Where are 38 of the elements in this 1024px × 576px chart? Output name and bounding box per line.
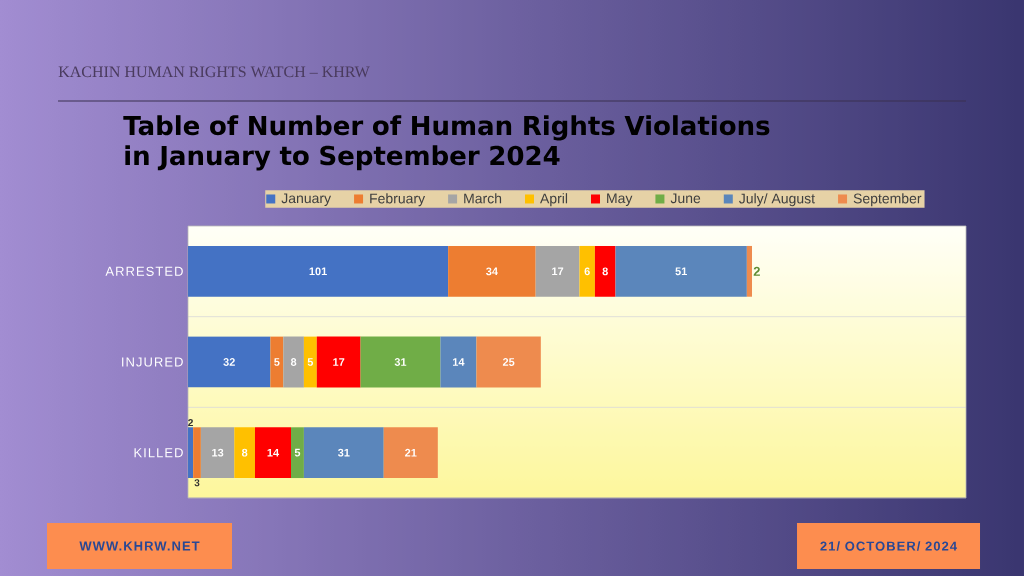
data-label: 51 (675, 267, 687, 276)
data-label: 31 (394, 358, 407, 366)
legend-label: April (540, 193, 568, 207)
legend-label: March (464, 193, 502, 204)
legend-label: July/ August (739, 193, 815, 207)
y-tick-label: KILLED (134, 448, 183, 458)
chart-title: Table of Number of Human Rights Violations in January to September 2024 (123, 115, 770, 171)
data-label: 3 (194, 479, 200, 487)
text: 21/ OCTOBER/ 2024 (820, 541, 958, 551)
data-label: 5 (294, 448, 301, 457)
data-label: 21 (405, 448, 417, 457)
legend-label: January (281, 193, 332, 206)
data-label: 14 (452, 358, 465, 366)
text: KACHIN HUMAN RIGHTS WATCH – KHRW (58, 66, 370, 78)
data-label: 13 (212, 448, 224, 457)
data-label: 14 (267, 448, 280, 457)
legend-label: May (607, 193, 633, 206)
data-label: 17 (333, 358, 345, 366)
data-label: 5 (274, 358, 280, 366)
data-label: 34 (486, 267, 498, 276)
data-label: 6 (584, 267, 590, 276)
data-label: 25 (502, 358, 515, 366)
text: WWW.KHRW.NET (79, 541, 200, 551)
y-tick-label: ARRESTED (105, 266, 183, 276)
data-label: 8 (290, 358, 297, 366)
data-label: 2 (188, 419, 193, 427)
data-label: 17 (552, 267, 564, 276)
legend-label: February (370, 193, 426, 207)
y-tick-label: INJURED (122, 357, 183, 367)
data-label: 32 (223, 358, 235, 366)
legend-label: September (853, 193, 922, 207)
data-label: 31 (337, 448, 350, 457)
legend-label: June (670, 193, 701, 204)
data-label: 2 (753, 266, 760, 276)
data-label: 8 (241, 448, 248, 457)
data-label: 101 (309, 267, 327, 276)
data-label: 5 (307, 358, 314, 366)
data-label: 8 (602, 267, 608, 276)
